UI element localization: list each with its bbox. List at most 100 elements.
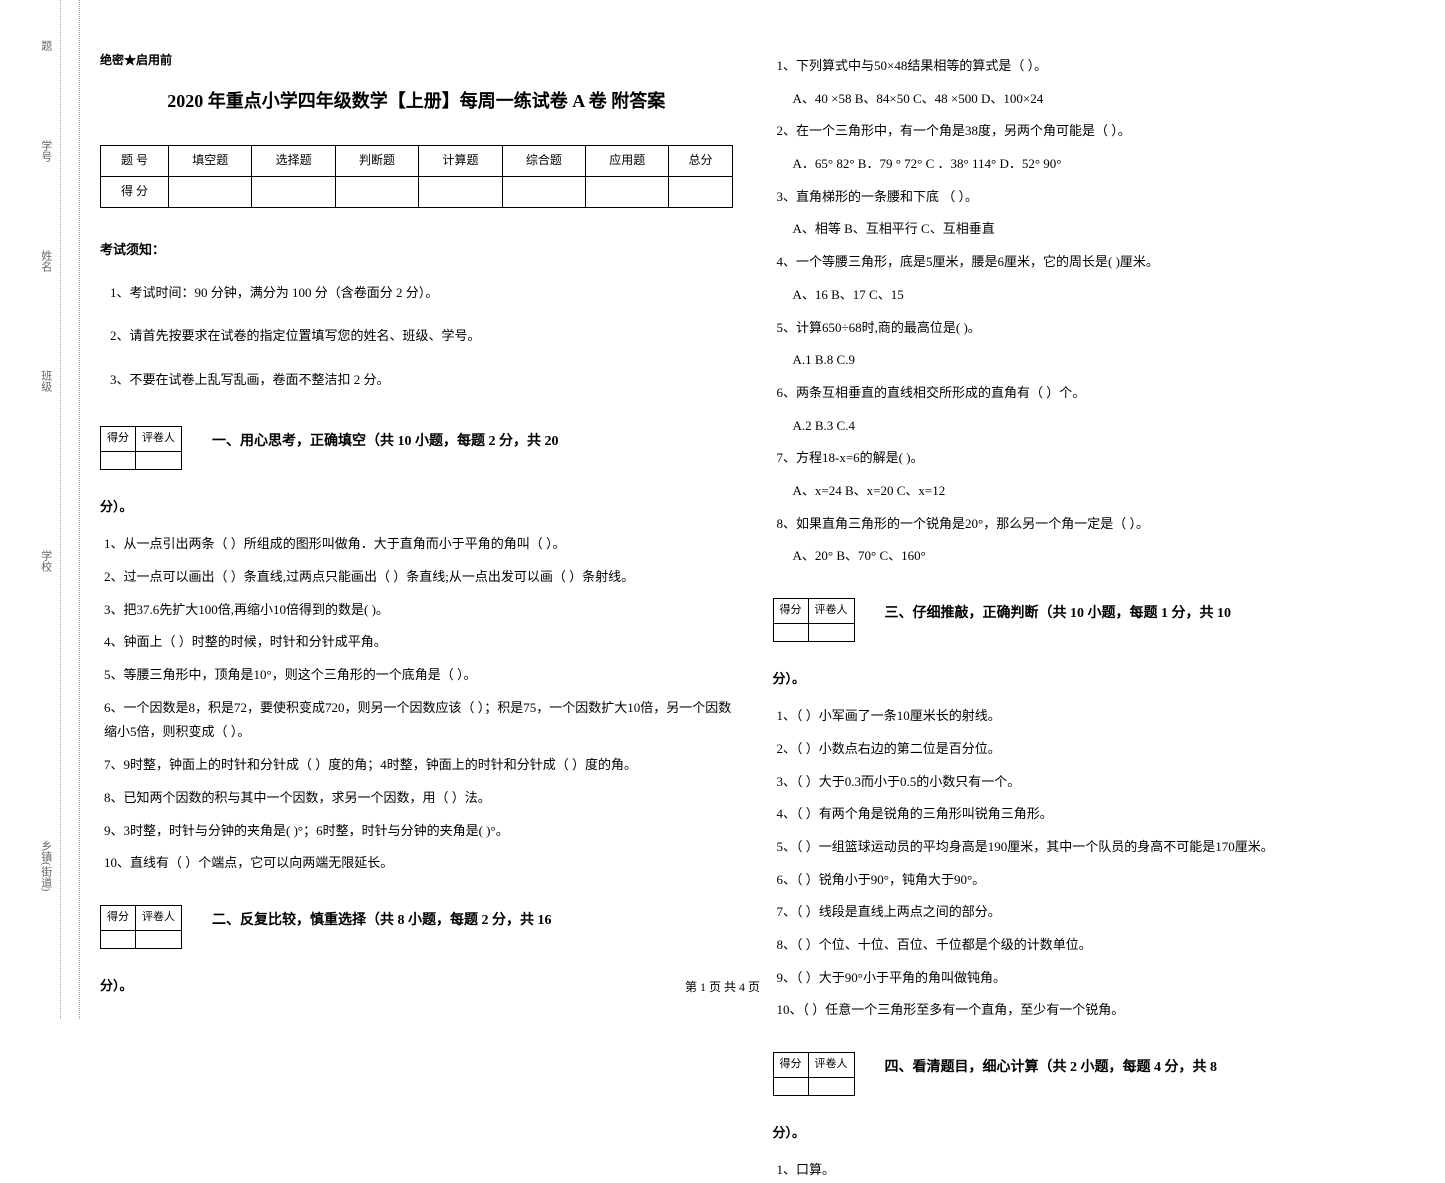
cell: 填空题 bbox=[169, 146, 252, 177]
options: A、20° B、70° C、160° bbox=[773, 544, 1406, 569]
question: 4、钟面上（ ）时整的时候，时针和分针成平角。 bbox=[100, 630, 733, 655]
question: 2、在一个三角形中，有一个角是38度，另两个角可能是（ ）。 bbox=[773, 119, 1406, 144]
options: A、相等 B、互相平行 C、互相垂直 bbox=[773, 217, 1406, 242]
section4-header: 得分评卷人 四、看清题目，细心计算（共 2 小题，每题 4 分，共 8 bbox=[773, 1037, 1406, 1101]
cell: 得分 bbox=[101, 905, 136, 930]
score-table: 题 号 填空题 选择题 判断题 计算题 综合题 应用题 总分 得 分 bbox=[100, 145, 733, 207]
secret-label: 绝密★启用前 bbox=[100, 50, 733, 72]
options: A、x=24 B、x=20 C、x=12 bbox=[773, 479, 1406, 504]
notice-title: 考试须知： bbox=[100, 238, 733, 261]
options: A．65° 82° B．79 ° 72° C ．38° 114° D．52° 9… bbox=[773, 152, 1406, 177]
options: A.1 B.8 C.9 bbox=[773, 348, 1406, 373]
question: 4、（ ）有两个角是锐角的三角形叫锐角三角形。 bbox=[773, 802, 1406, 827]
binding-label: 学号 bbox=[35, 140, 55, 162]
score-box: 得分评卷人 bbox=[100, 426, 182, 470]
cell: 得 分 bbox=[101, 176, 169, 207]
question: 5、等腰三角形中，顶角是10°，则这个三角形的一个底角是（ ）。 bbox=[100, 663, 733, 688]
question: 1、从一点引出两条（ ）所组成的图形叫做角．大于直角而小于平角的角叫（ ）。 bbox=[100, 532, 733, 557]
score-box: 得分评卷人 bbox=[773, 598, 855, 642]
section3-title: 三、仔细推敲，正确判断（共 10 小题，每题 1 分，共 10 bbox=[885, 606, 1232, 621]
score-box: 得分评卷人 bbox=[773, 1052, 855, 1096]
page-footer: 第 1 页 共 4 页 bbox=[0, 977, 1445, 999]
binding-area: 题 学号 姓名 班级 学校 乡镇(街道) bbox=[0, 0, 80, 1019]
cell: 计算题 bbox=[419, 146, 502, 177]
right-column: 1、下列算式中与50×48结果相等的算式是（ ）。 A、40 ×58 B、84×… bbox=[773, 50, 1406, 959]
cell: 题 号 bbox=[101, 146, 169, 177]
section1-title: 一、用心思考，正确填空（共 10 小题，每题 2 分，共 20 bbox=[212, 434, 559, 449]
cell: 评卷人 bbox=[136, 427, 182, 452]
question: 5、（ ）一组篮球运动员的平均身高是190厘米，其中一个队员的身高不可能是170… bbox=[773, 835, 1406, 860]
cell bbox=[136, 451, 182, 469]
section1-header: 得分评卷人 一、用心思考，正确填空（共 10 小题，每题 2 分，共 20 bbox=[100, 411, 733, 475]
section1-suffix: 分）。 bbox=[100, 495, 733, 518]
question: 1、下列算式中与50×48结果相等的算式是（ ）。 bbox=[773, 54, 1406, 79]
section3-header: 得分评卷人 三、仔细推敲，正确判断（共 10 小题，每题 1 分，共 10 bbox=[773, 583, 1406, 647]
section3-suffix: 分）。 bbox=[773, 667, 1406, 690]
cell: 判断题 bbox=[335, 146, 418, 177]
question: 8、已知两个因数的积与其中一个因数，求另一个因数，用（ ）法。 bbox=[100, 786, 733, 811]
cell: 应用题 bbox=[586, 146, 669, 177]
cell bbox=[101, 451, 136, 469]
question: 10、直线有（ ）个端点，它可以向两端无限延长。 bbox=[100, 851, 733, 876]
question: 6、两条互相垂直的直线相交所形成的直角有（ ）个。 bbox=[773, 381, 1406, 406]
question: 6、（ ）锐角小于90°，钝角大于90°。 bbox=[773, 868, 1406, 893]
section2-title: 二、反复比较，慎重选择（共 8 小题，每题 2 分，共 16 bbox=[212, 913, 552, 928]
binding-label: 班级 bbox=[35, 370, 55, 392]
question: 8、（ ）个位、十位、百位、千位都是个级的计数单位。 bbox=[773, 933, 1406, 958]
notice-item: 1、考试时间：90 分钟，满分为 100 分（含卷面分 2 分）。 bbox=[100, 281, 733, 304]
question: 6、一个因数是8，积是72，要使积变成720，则另一个因数应该（ ）；积是75，… bbox=[100, 696, 733, 745]
cell: 评卷人 bbox=[808, 599, 854, 624]
cell bbox=[808, 1077, 854, 1095]
cell bbox=[101, 930, 136, 948]
question: 8、如果直角三角形的一个锐角是20°，那么另一个角一定是（ ）。 bbox=[773, 512, 1406, 537]
page-content: 绝密★启用前 2020 年重点小学四年级数学【上册】每周一练试卷 A 卷 附答案… bbox=[100, 50, 1405, 959]
question: 9、3时整，时针与分钟的夹角是( )°；6时整，时针与分钟的夹角是( )°。 bbox=[100, 819, 733, 844]
section2-header: 得分评卷人 二、反复比较，慎重选择（共 8 小题，每题 2 分，共 16 bbox=[100, 890, 733, 954]
cell bbox=[773, 1077, 808, 1095]
cell bbox=[502, 176, 585, 207]
question: 10、（ ）任意一个三角形至多有一个直角，至少有一个锐角。 bbox=[773, 998, 1406, 1023]
cell bbox=[586, 176, 669, 207]
cell: 得分 bbox=[773, 1053, 808, 1078]
cell: 综合题 bbox=[502, 146, 585, 177]
score-box: 得分评卷人 bbox=[100, 905, 182, 949]
options: A、40 ×58 B、84×50 C、48 ×500 D、100×24 bbox=[773, 87, 1406, 112]
binding-dotted-line bbox=[60, 0, 61, 1019]
question: 1、（ ）小军画了一条10厘米长的射线。 bbox=[773, 704, 1406, 729]
question: 1、口算。 bbox=[773, 1158, 1406, 1183]
question: 7、9时整，钟面上的时针和分针成（ ）度的角；4时整，钟面上的时针和分针成（ ）… bbox=[100, 753, 733, 778]
cell: 总分 bbox=[669, 146, 732, 177]
cell bbox=[252, 176, 335, 207]
question: 7、（ ）线段是直线上两点之间的部分。 bbox=[773, 900, 1406, 925]
cell bbox=[169, 176, 252, 207]
cell bbox=[669, 176, 732, 207]
cell: 评卷人 bbox=[136, 905, 182, 930]
question: 4、一个等腰三角形，底是5厘米，腰是6厘米，它的周长是( )厘米。 bbox=[773, 250, 1406, 275]
cell: 得分 bbox=[101, 427, 136, 452]
question: 2、过一点可以画出（ ）条直线,过两点只能画出（ ）条直线;从一点出发可以画（ … bbox=[100, 565, 733, 590]
notice-item: 2、请首先按要求在试卷的指定位置填写您的姓名、班级、学号。 bbox=[100, 324, 733, 347]
section4-suffix: 分）。 bbox=[773, 1121, 1406, 1144]
cell bbox=[335, 176, 418, 207]
section4-title: 四、看清题目，细心计算（共 2 小题，每题 4 分，共 8 bbox=[885, 1060, 1218, 1075]
question: 3、把37.6先扩大100倍,再缩小10倍得到的数是( )。 bbox=[100, 598, 733, 623]
question: 3、直角梯形的一条腰和下底 （ ）。 bbox=[773, 185, 1406, 210]
question: 2、（ ）小数点右边的第二位是百分位。 bbox=[773, 737, 1406, 762]
question: 5、计算650÷68时,商的最高位是( )。 bbox=[773, 316, 1406, 341]
left-column: 绝密★启用前 2020 年重点小学四年级数学【上册】每周一练试卷 A 卷 附答案… bbox=[100, 50, 733, 959]
table-row: 题 号 填空题 选择题 判断题 计算题 综合题 应用题 总分 bbox=[101, 146, 733, 177]
options: A、16 B、17 C、15 bbox=[773, 283, 1406, 308]
cell bbox=[808, 623, 854, 641]
table-row: 得 分 bbox=[101, 176, 733, 207]
binding-label: 乡镇(街道) bbox=[35, 840, 55, 891]
binding-label: 姓名 bbox=[35, 250, 55, 272]
cell bbox=[419, 176, 502, 207]
binding-label: 学校 bbox=[35, 550, 55, 572]
cell: 得分 bbox=[773, 599, 808, 624]
cell: 选择题 bbox=[252, 146, 335, 177]
binding-label: 题 bbox=[35, 40, 55, 51]
cell: 评卷人 bbox=[808, 1053, 854, 1078]
question: 7、方程18-x=6的解是( )。 bbox=[773, 446, 1406, 471]
cell bbox=[136, 930, 182, 948]
cell bbox=[773, 623, 808, 641]
